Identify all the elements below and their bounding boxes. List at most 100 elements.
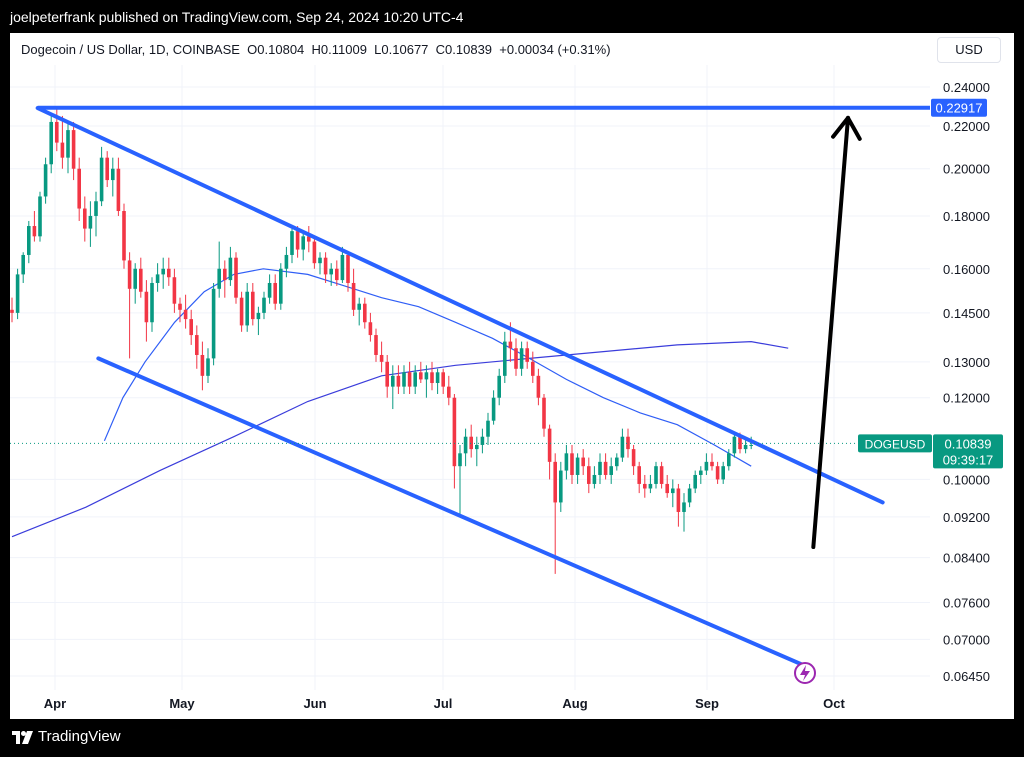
candle-body (637, 466, 641, 484)
candle-body (105, 157, 109, 181)
candle-body (396, 375, 401, 387)
y-tick-label: 0.06450 (943, 669, 990, 684)
channel-lower-line (96, 356, 807, 668)
candle-body (514, 348, 518, 369)
publisher-text: joelpeterfrank published on TradingView.… (10, 9, 464, 25)
y-tick-label: 0.16000 (943, 262, 990, 277)
symbol-name: Dogecoin / US Dollar, 1D, COINBASE (21, 42, 240, 57)
y-tick-label: 0.18000 (943, 209, 990, 224)
candle-body (55, 121, 59, 143)
y-tick-label: 0.24000 (943, 80, 990, 95)
symbol-tag-label: DOGEUSD (865, 437, 926, 451)
projection-arrow-line (811, 115, 850, 550)
candle-body (710, 461, 714, 467)
candle-body (43, 164, 48, 197)
price-tag-value: 0.10839 (945, 436, 992, 451)
change-value: +0.00034 (+0.31%) (499, 42, 611, 57)
candle-body (60, 142, 65, 158)
symbol-legend: Dogecoin / US Dollar, 1D, COINBASE O0.10… (21, 42, 611, 57)
candle-body (150, 282, 154, 323)
candle-body (379, 354, 384, 362)
candle-body (279, 268, 283, 304)
candle-body (167, 268, 171, 278)
candle-body (665, 483, 669, 494)
candle-body (659, 466, 664, 484)
candle-body (368, 322, 373, 336)
candle-body (587, 466, 591, 484)
candle-body (83, 208, 87, 229)
candle-body (497, 375, 501, 398)
candle-body (133, 268, 137, 289)
candle-body (391, 375, 395, 387)
channel-upper-line (35, 106, 885, 505)
candle-body (116, 168, 121, 212)
candle-body (267, 282, 272, 298)
high-value: 0.11009 (320, 42, 367, 57)
footer-brand: TradingView (38, 728, 121, 745)
candle-body (682, 502, 686, 512)
candle-body (15, 274, 20, 313)
candle-body (211, 288, 216, 359)
candle-body (351, 282, 356, 310)
x-tick-label: Apr (44, 696, 66, 711)
candle-body (671, 488, 675, 494)
candle-body (340, 254, 345, 281)
candle-body (195, 335, 199, 355)
candle-body (284, 254, 289, 269)
lightning-bolt-glyph (800, 665, 810, 681)
candle-body (245, 291, 249, 326)
y-tick-label: 0.07000 (943, 632, 990, 647)
candle-body (676, 488, 681, 512)
candle-body (413, 372, 417, 387)
candle-body (564, 453, 569, 471)
candle-body (626, 436, 630, 450)
y-tick-label: 0.10000 (943, 472, 990, 487)
candle-body (262, 297, 266, 313)
candle-body (385, 361, 389, 387)
close-label: C (435, 42, 446, 57)
candle-body (721, 466, 725, 480)
candle-body (172, 277, 177, 304)
candle-body (301, 236, 305, 250)
candle-body (463, 436, 468, 454)
candle-body (575, 457, 580, 475)
candle-body (435, 372, 440, 384)
target-price-label: 0.22917 (936, 101, 983, 116)
candle-body (183, 309, 188, 320)
candle-body (480, 436, 485, 445)
candle-body (206, 358, 210, 376)
candle-body (346, 254, 350, 283)
candle-body (217, 268, 221, 289)
candle-body (581, 457, 585, 467)
candle-body (424, 372, 429, 380)
currency-button[interactable]: USD (937, 37, 1001, 63)
candle-body (155, 274, 160, 283)
candle-body (234, 257, 238, 298)
candle-body (727, 453, 731, 467)
price-tag-countdown: 09:39:17 (943, 452, 994, 467)
candle-body (542, 397, 546, 429)
x-tick-label: May (169, 696, 195, 711)
candle-body (27, 226, 31, 255)
y-tick-label: 0.13000 (943, 355, 990, 370)
candle-body (374, 335, 378, 355)
candle-body (458, 453, 462, 467)
candle-body (223, 268, 227, 281)
projection-arrow-head (846, 115, 862, 141)
candle-body (447, 386, 451, 398)
candle-body (111, 168, 115, 181)
symbol-tag (858, 434, 932, 453)
candle-body (615, 457, 619, 467)
candle-body (531, 361, 535, 376)
candle-body (486, 420, 490, 437)
candle-body (66, 130, 70, 158)
candle-body (475, 444, 479, 450)
projection-arrow-head (831, 115, 850, 139)
candle-body (508, 341, 513, 349)
low-label: L (374, 42, 382, 57)
candle-body (592, 474, 597, 484)
candle-body (323, 257, 328, 275)
x-tick-label: Jul (434, 696, 453, 711)
candle-body (144, 291, 149, 323)
